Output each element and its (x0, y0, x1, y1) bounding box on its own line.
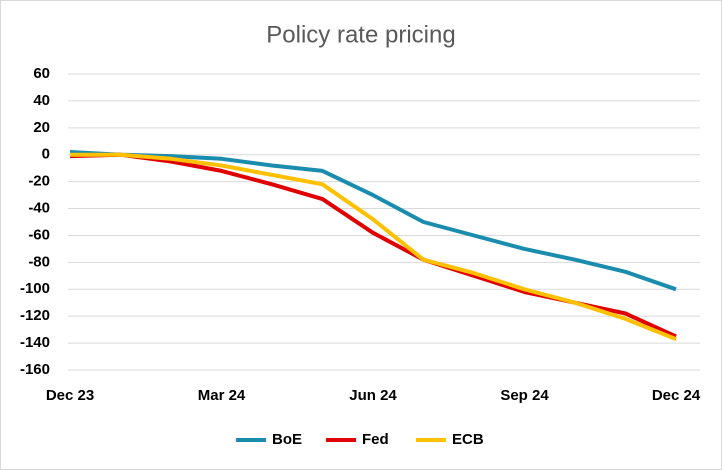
x-tick-label: Dec 23 (46, 387, 94, 404)
x-tick-label: Mar 24 (198, 387, 246, 404)
legend-label: BoE (272, 431, 302, 448)
series-line (70, 152, 677, 341)
y-tick-label: -160 (20, 361, 50, 378)
y-tick-label: -100 (20, 280, 50, 297)
x-tick-label: Sep 24 (500, 387, 549, 404)
series-line (69, 150, 677, 292)
y-tick-label: 20 (33, 119, 50, 136)
y-tick-label: -20 (28, 173, 50, 190)
y-tick-label: 60 (33, 65, 50, 82)
legend-label: Fed (362, 431, 389, 448)
y-tick-label: -60 (28, 226, 50, 243)
chart-title: Policy rate pricing (266, 21, 455, 48)
y-tick-label: 40 (33, 92, 50, 109)
y-tick-label: -40 (28, 200, 50, 217)
x-tick-label: Dec 24 (652, 387, 701, 404)
y-tick-label: -120 (20, 307, 50, 324)
legend-label: ECB (452, 431, 484, 448)
x-tick-label: Jun 24 (349, 387, 397, 404)
y-tick-label: -80 (28, 253, 50, 270)
y-tick-label: -140 (20, 334, 50, 351)
y-tick-label: 0 (42, 146, 50, 163)
